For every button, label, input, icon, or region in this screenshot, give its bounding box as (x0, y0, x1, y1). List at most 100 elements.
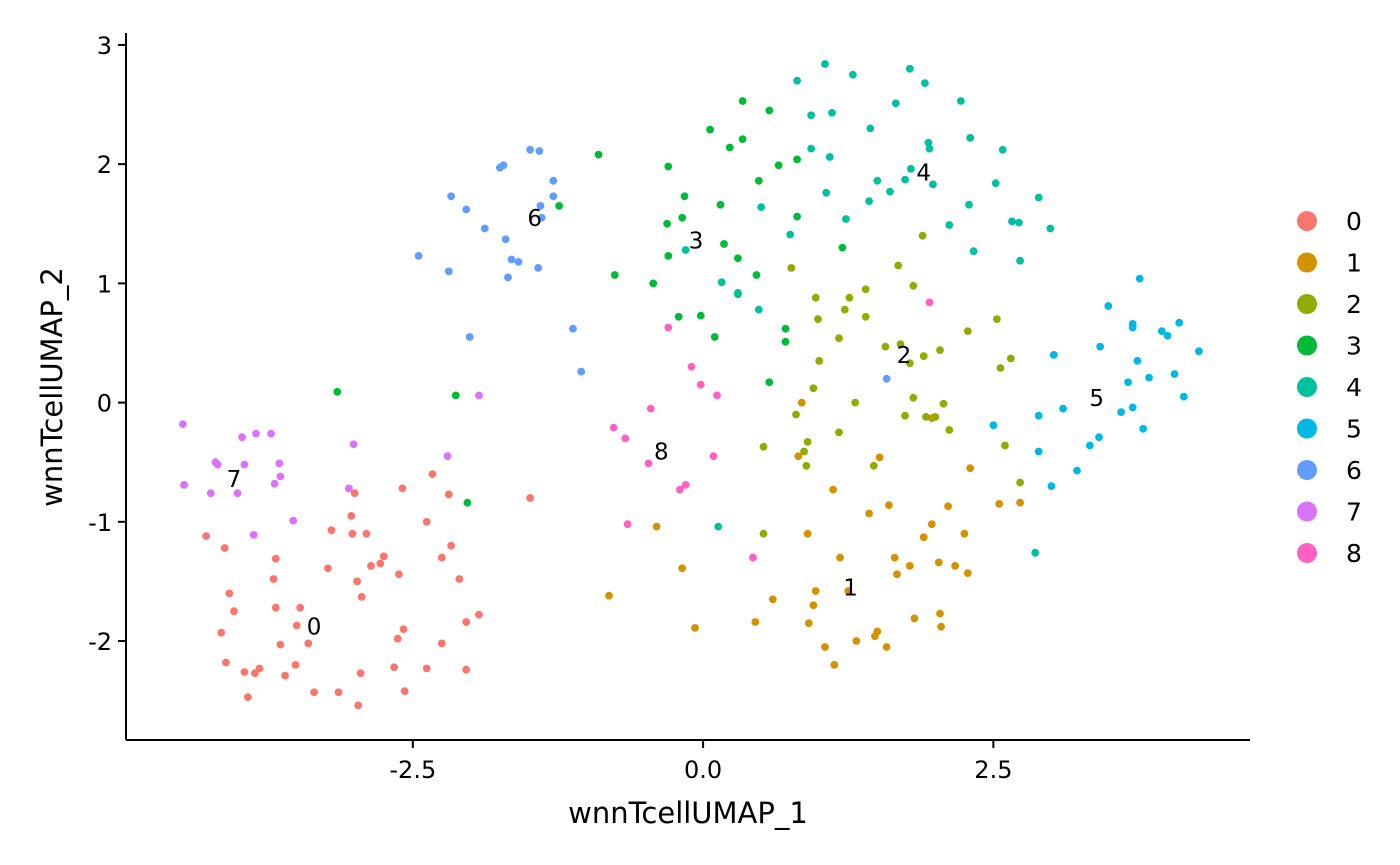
legend-key-1 (1297, 252, 1317, 273)
data-point-cluster-2 (905, 359, 914, 368)
data-point-cluster-3 (754, 176, 763, 185)
data-point-cluster-4 (1015, 218, 1023, 227)
data-point-cluster-0 (281, 671, 289, 680)
data-point-cluster-1 (844, 587, 853, 595)
data-point-cluster-3 (451, 391, 460, 400)
data-point-cluster-2 (792, 410, 800, 419)
data-point-cluster-4 (681, 246, 690, 254)
data-point-cluster-7 (233, 489, 242, 498)
data-point-cluster-6 (535, 147, 544, 155)
cluster-label-7: 7 (227, 467, 242, 493)
data-point-cluster-1 (794, 452, 803, 461)
data-point-cluster-4 (757, 203, 766, 212)
data-point-cluster-2 (1016, 478, 1024, 487)
data-point-cluster-5 (1135, 274, 1144, 283)
data-point-cluster-0 (292, 621, 301, 630)
legend-key-8 (1297, 543, 1317, 563)
data-point-cluster-0 (395, 570, 403, 579)
x-axis-ticks: -2.5 0.0 2.5 (389, 740, 1012, 784)
data-point-cluster-0 (422, 517, 431, 526)
data-point-cluster-6 (549, 192, 558, 201)
data-point-cluster-1 (963, 569, 972, 577)
data-point-cluster-4 (998, 145, 1007, 154)
data-point-cluster-2 (851, 398, 860, 407)
data-point-cluster-4 (929, 180, 937, 189)
data-point-cluster-3 (696, 311, 705, 320)
data-point-cluster-2 (1001, 441, 1009, 450)
data-point-cluster-5 (1034, 447, 1043, 456)
data-point-cluster-8 (925, 298, 934, 307)
data-point-cluster-5 (1047, 482, 1056, 490)
data-point-cluster-3 (333, 388, 342, 396)
data-point-cluster-1 (927, 520, 936, 529)
data-point-cluster-0 (222, 658, 230, 667)
data-point-cluster-4 (825, 153, 834, 161)
legend-label-4: 4 (1346, 373, 1362, 402)
data-point-cluster-0 (376, 559, 385, 568)
data-point-cluster-0 (353, 577, 361, 586)
data-point-cluster-0 (357, 593, 366, 601)
data-point-cluster-5 (1175, 318, 1184, 327)
cluster-label-3: 3 (689, 229, 704, 255)
data-point-cluster-5 (1163, 331, 1172, 340)
data-point-cluster-0 (296, 603, 305, 612)
data-point-cluster-3 (781, 337, 790, 346)
data-point-cluster-2 (800, 447, 808, 456)
data-point-cluster-1 (951, 562, 959, 570)
data-point-cluster-4 (925, 144, 934, 153)
data-point-cluster-4 (1016, 256, 1024, 265)
data-point-cluster-8 (621, 434, 630, 443)
data-point-cluster-6 (501, 235, 510, 244)
data-point-cluster-1 (873, 627, 882, 636)
y-tick-label: 3 (97, 32, 112, 60)
data-point-cluster-1 (809, 601, 818, 610)
legend: 0 1 2 3 4 5 6 7 8 (1297, 207, 1362, 568)
data-point-cluster-0 (437, 553, 446, 562)
data-point-cluster-2 (861, 285, 870, 294)
data-point-cluster-8 (664, 323, 673, 332)
data-point-cluster-6 (536, 202, 545, 210)
data-point-cluster-5 (1124, 378, 1132, 387)
data-point-cluster-3 (752, 271, 761, 279)
data-point-cluster-0 (348, 529, 357, 538)
data-point-cluster-4 (907, 165, 915, 173)
data-point-cluster-7 (213, 460, 222, 469)
data-point-cluster-6 (577, 367, 586, 376)
data-point-cluster-5 (1195, 347, 1203, 356)
cluster-labels: 0 1 2 3 4 5 6 7 8 (227, 161, 1104, 641)
data-point-cluster-7 (289, 516, 298, 525)
data-point-cluster-4 (717, 278, 726, 287)
data-point-cluster-3 (663, 219, 671, 228)
data-point-cluster-1 (885, 501, 893, 509)
legend-key-6 (1297, 460, 1317, 480)
data-point-cluster-0 (217, 628, 226, 637)
data-point-cluster-2 (922, 413, 930, 421)
data-point-cluster-1 (678, 564, 687, 573)
data-point-cluster-4 (849, 70, 857, 79)
x-tick-label: 0.0 (684, 756, 722, 784)
data-point-cluster-0 (475, 610, 483, 619)
data-point-cluster-4 (966, 134, 975, 142)
data-point-cluster-0 (220, 544, 229, 552)
data-point-cluster-7 (349, 440, 358, 449)
data-point-cluster-5 (1133, 357, 1142, 365)
data-point-cluster-0 (390, 663, 399, 672)
data-point-cluster-0 (379, 552, 388, 561)
data-point-cluster-1 (995, 500, 1004, 508)
data-point-cluster-7 (443, 452, 452, 461)
data-point-cluster-0 (428, 470, 437, 478)
data-point-cluster-3 (555, 202, 563, 210)
data-point-cluster-3 (781, 324, 790, 333)
data-point-cluster-4 (873, 176, 882, 185)
data-point-cluster-5 (1104, 302, 1113, 310)
data-point-cluster-0 (350, 489, 359, 498)
data-point-cluster-2 (963, 327, 972, 335)
data-point-cluster-2 (939, 399, 948, 408)
data-point-cluster-4 (1008, 217, 1016, 226)
y-tick-label: 1 (97, 270, 112, 298)
data-point-cluster-2 (909, 393, 918, 402)
data-point-cluster-5 (1073, 466, 1081, 475)
data-point-cluster-2 (861, 312, 870, 321)
data-point-cluster-2 (802, 461, 811, 470)
data-point-cluster-4 (1034, 193, 1043, 202)
